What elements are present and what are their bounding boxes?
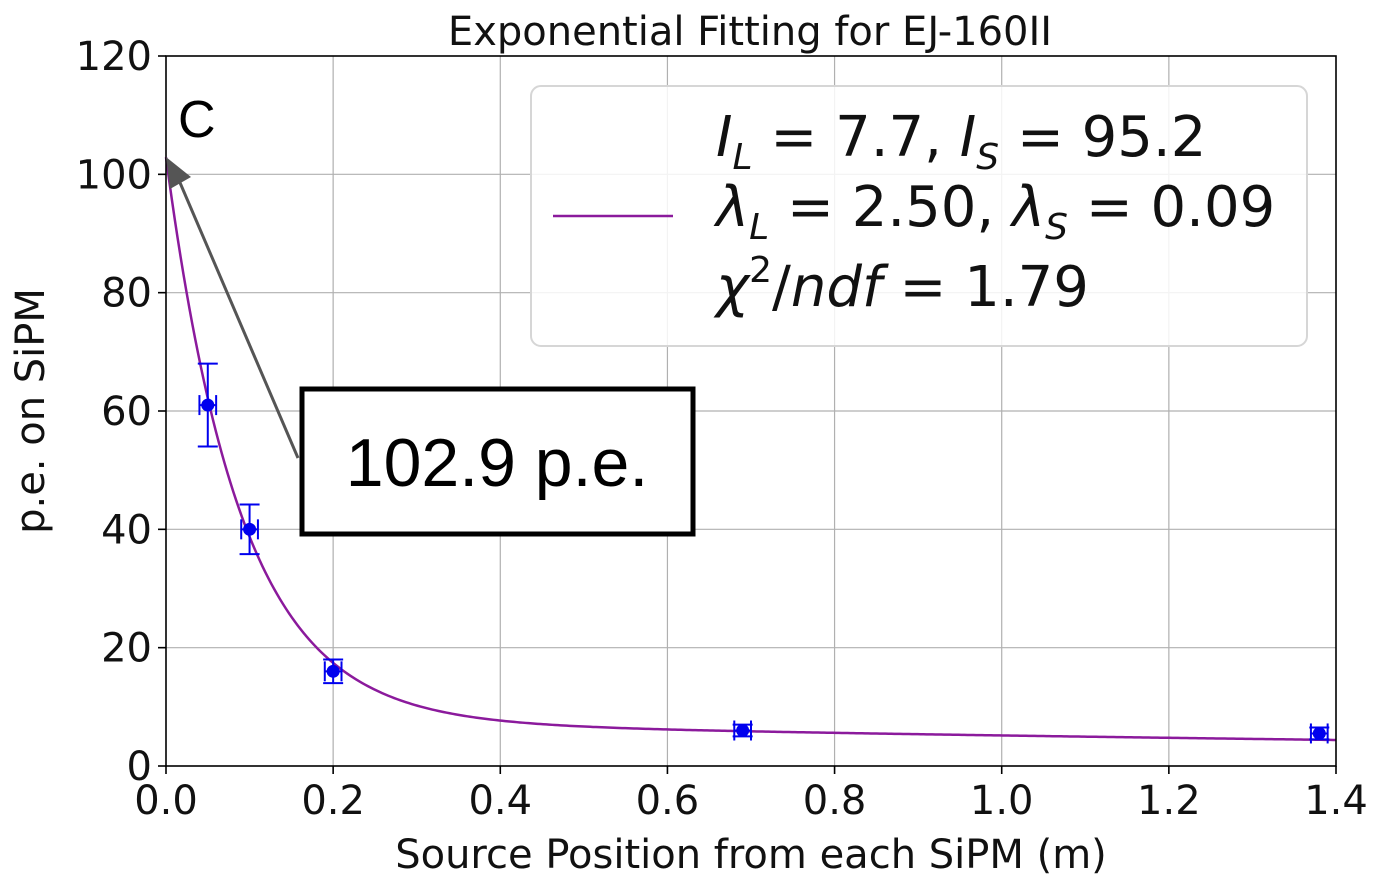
x-tick-label: 0.8 [803, 778, 867, 824]
y-axis-label: p.e. on SiPM [8, 288, 54, 534]
y-tick-label: 20 [101, 626, 152, 672]
legend-line-1: IL = 7.7, IS = 95.2 [716, 105, 1206, 178]
y-tick-label: 60 [101, 389, 152, 435]
data-point [732, 720, 753, 741]
x-tick-label: 1.0 [970, 778, 1034, 824]
x-tick-label: 1.2 [1137, 778, 1201, 824]
y-tick-label: 100 [76, 152, 152, 198]
legend-symbol-is: I [960, 105, 977, 170]
data-marker [243, 522, 257, 536]
chart-title: Exponential Fitting for EJ-160II [448, 9, 1052, 55]
data-point [323, 658, 344, 685]
data-points-layer [197, 362, 1330, 744]
legend-symbol-lambda-l: λ [713, 175, 749, 240]
annotation: 102.9 p.e. [166, 157, 696, 537]
annotation-text: 102.9 p.e. [346, 425, 648, 501]
legend-symbol-lambda-s: λ [1009, 175, 1045, 240]
x-tick-label: 0.2 [301, 778, 365, 824]
data-point [197, 362, 218, 448]
legend-value-chi2: = 1.79 [882, 255, 1089, 320]
data-point [1309, 723, 1330, 744]
data-marker [736, 724, 750, 737]
annotation-box [299, 386, 696, 537]
legend-subscript-l1: L [733, 137, 753, 178]
legend-superscript-2: 2 [749, 250, 772, 291]
legend-box [530, 85, 1308, 347]
x-tick-label: 0.6 [636, 778, 700, 824]
legend-value-lambda-s: = 0.09 [1068, 175, 1275, 240]
data-marker [1312, 726, 1326, 740]
legend-symbol-chi: χ [713, 255, 751, 320]
y-tick-label: 120 [76, 34, 152, 80]
legend-line-3: χ2/ndf = 1.79 [713, 250, 1089, 320]
annotation-arrowhead [166, 157, 191, 189]
legend-subscript-l2: L [749, 207, 769, 248]
x-tick-label: 0.0 [134, 778, 198, 824]
data-marker [201, 398, 215, 412]
y-ticks: 0 20 40 60 80 100 120 [76, 34, 166, 790]
legend-value-lambda-l: = 2.50, [769, 175, 1012, 240]
y-tick-label: 40 [101, 507, 152, 553]
legend-slash: / [772, 255, 791, 320]
legend-value-il: = 7.7, [753, 105, 960, 170]
legend-subscript-s2: S [1045, 207, 1068, 248]
legend-symbol-il: I [716, 105, 733, 170]
y-tick-label: 80 [101, 271, 152, 317]
legend-subscript-s1: S [976, 137, 999, 178]
data-point [239, 503, 260, 556]
legend-symbol-ndf: ndf [791, 255, 889, 320]
legend-line-2: λL = 2.50, λS = 0.09 [713, 175, 1275, 248]
data-marker [326, 664, 340, 678]
panel-letter: C [178, 91, 216, 149]
x-tick-label: 1.4 [1304, 778, 1368, 824]
x-tick-label: 0.4 [468, 778, 532, 824]
annotation-arrow-line [176, 177, 300, 459]
x-ticks: 0.0 0.2 0.4 0.6 0.8 1.0 1.2 1.4 [134, 766, 1368, 824]
legend-value-is: = 95.2 [999, 105, 1206, 170]
y-tick-label: 0 [127, 744, 152, 790]
x-axis-label: Source Position from each SiPM (m) [395, 832, 1107, 878]
legend: IL = 7.7, IS = 95.2 λL = 2.50, λS = 0.09… [530, 85, 1308, 347]
